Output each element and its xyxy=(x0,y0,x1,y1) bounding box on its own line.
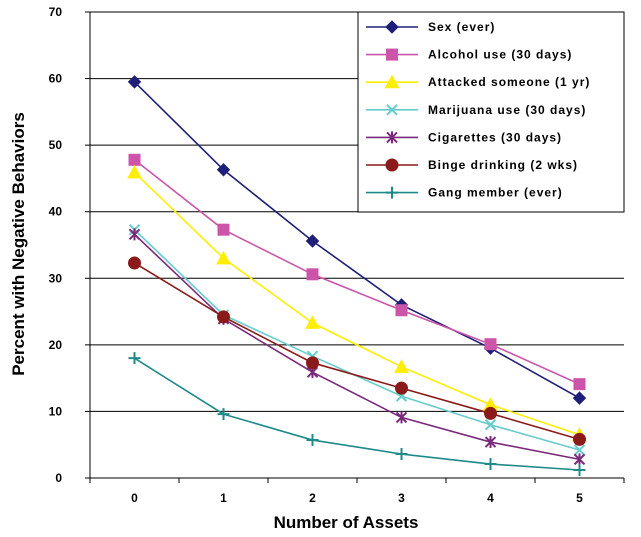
data-point xyxy=(573,464,586,477)
data-point xyxy=(306,268,319,281)
data-point xyxy=(395,304,408,317)
legend: Sex (ever) Alcohol use (30 days) Attacked … xyxy=(357,11,625,213)
legend-item: Gang member (ever) xyxy=(366,186,563,200)
y-tick-label-40: 40 xyxy=(49,205,63,219)
series-line xyxy=(133,233,580,461)
data-point xyxy=(573,444,586,456)
data-point xyxy=(127,75,142,89)
x-tick-label-0: 0 xyxy=(131,491,138,505)
data-point xyxy=(128,153,141,166)
data-point xyxy=(217,408,230,421)
gridlines xyxy=(90,11,624,412)
data-point xyxy=(484,338,497,351)
legend-marker xyxy=(386,48,398,61)
legend-item: Marijuana use (30 days) xyxy=(366,103,586,117)
data-point xyxy=(306,356,319,370)
data-point xyxy=(217,223,230,236)
series-line xyxy=(133,81,580,399)
data-point xyxy=(395,381,408,395)
series-line xyxy=(133,171,580,436)
data-point xyxy=(217,310,230,324)
x-axis-title: Number of Assets xyxy=(274,513,419,532)
series-line xyxy=(134,159,580,385)
series-group xyxy=(127,75,587,477)
y-tick-label-30: 30 xyxy=(49,271,63,285)
data-point xyxy=(128,352,141,365)
data-point xyxy=(573,432,586,446)
data-point xyxy=(484,436,497,449)
data-point xyxy=(484,419,497,431)
legend-label: Binge drinking (2 wks) xyxy=(428,158,578,172)
legend-label: Cigarettes (30 days) xyxy=(428,130,562,144)
series-6 xyxy=(128,256,586,446)
y-tick-label-50: 50 xyxy=(49,138,63,152)
y-tick-label-70: 70 xyxy=(49,5,63,19)
series-5 xyxy=(128,228,586,466)
legend-item: Cigarettes (30 days) xyxy=(366,130,562,144)
y-axis-title: Percent with Negative Behaviors xyxy=(9,112,28,376)
y-tick-label-0: 0 xyxy=(55,471,62,485)
x-tick-label-4: 4 xyxy=(487,491,494,505)
series-line xyxy=(134,262,580,441)
data-point xyxy=(573,453,586,466)
y-tick-label-60: 60 xyxy=(49,72,63,86)
legend-marker xyxy=(385,158,399,172)
data-point xyxy=(306,434,319,447)
x-tick-label-3: 3 xyxy=(398,491,405,505)
data-point xyxy=(484,458,497,471)
x-tick-label-1: 1 xyxy=(220,491,227,505)
data-point xyxy=(395,411,408,424)
legend-marker xyxy=(384,74,400,89)
data-point xyxy=(572,391,587,405)
data-point xyxy=(216,163,231,177)
legend-box xyxy=(357,11,625,213)
legend-label: Alcohol use (30 days) xyxy=(428,48,572,62)
y-tick-label-10: 10 xyxy=(49,404,63,418)
legend-item: Alcohol use (30 days) xyxy=(366,48,572,62)
y-tick-label-20: 20 xyxy=(49,338,63,352)
x-axis-ticks: 0 1 2 3 4 5 xyxy=(89,478,625,505)
series-line xyxy=(133,229,580,451)
data-point xyxy=(128,228,141,241)
legend-item: Attacked someone (1 yr) xyxy=(366,74,590,89)
legend-item: Binge drinking (2 wks) xyxy=(366,158,578,172)
legend-label: Attacked someone (1 yr) xyxy=(428,75,590,89)
data-point xyxy=(128,256,141,270)
series-1 xyxy=(127,75,587,405)
data-point xyxy=(484,406,497,420)
legend-label: Sex (ever) xyxy=(428,20,495,34)
legend-item: Sex (ever) xyxy=(366,20,495,34)
series-line xyxy=(134,357,580,471)
x-tick-label-5: 5 xyxy=(576,491,583,505)
legend-label: Marijuana use (30 days) xyxy=(428,103,586,117)
series-7 xyxy=(128,352,586,477)
legend-marker xyxy=(385,20,399,34)
legend-marker xyxy=(386,186,398,199)
data-point xyxy=(395,448,408,461)
data-point xyxy=(305,234,320,248)
series-2 xyxy=(128,153,586,391)
legend-label: Gang member (ever) xyxy=(428,186,563,200)
data-point xyxy=(127,164,142,179)
legend-marker xyxy=(386,131,398,144)
y-axis-ticks: 0 10 20 30 40 50 60 70 xyxy=(49,5,90,485)
data-point xyxy=(305,315,320,329)
data-point xyxy=(573,378,586,391)
data-point xyxy=(394,359,409,373)
data-point xyxy=(216,250,231,265)
x-tick-label-2: 2 xyxy=(309,491,316,505)
legend-marker xyxy=(386,104,398,116)
